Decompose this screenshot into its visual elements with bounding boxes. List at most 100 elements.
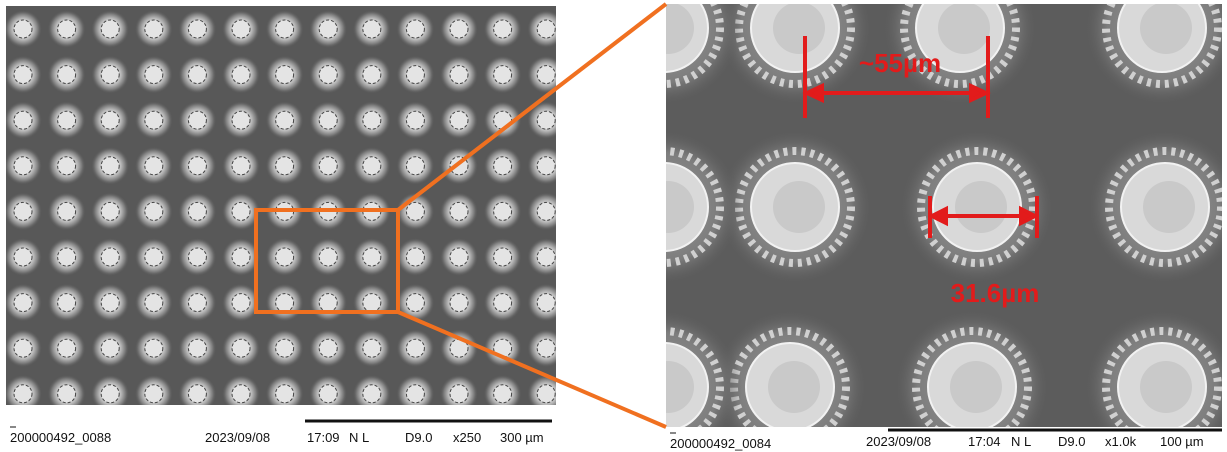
- dot-core: [363, 66, 381, 84]
- dot-core: [363, 385, 381, 403]
- dot-center: [773, 181, 825, 233]
- dot-core: [276, 248, 294, 266]
- dot-core: [58, 20, 76, 38]
- dot-core: [276, 66, 294, 84]
- dot-core: [232, 294, 250, 312]
- dot-core: [14, 202, 32, 220]
- dot-core: [450, 248, 468, 266]
- dot-core: [58, 66, 76, 84]
- dot-core: [363, 294, 381, 312]
- dot-core: [494, 385, 512, 403]
- dot-center: [642, 361, 694, 413]
- scale-label: 300 µm: [500, 430, 544, 445]
- dot-core: [101, 385, 119, 403]
- dot-core: [14, 20, 32, 38]
- dot-core: [232, 339, 250, 357]
- dot-core: [450, 66, 468, 84]
- dot-core: [406, 157, 424, 175]
- detector: D9.0: [1058, 434, 1085, 449]
- dot-core: [232, 157, 250, 175]
- dot-core: [494, 20, 512, 38]
- dot-core: [145, 294, 163, 312]
- dot-core: [101, 66, 119, 84]
- dot-core: [494, 157, 512, 175]
- dot-core: [319, 111, 337, 129]
- dot-center: [768, 361, 820, 413]
- dot-core: [14, 248, 32, 266]
- dot-core: [537, 66, 555, 84]
- scale-label: 100 µm: [1160, 434, 1204, 449]
- dot-core: [276, 20, 294, 38]
- dot-core: [14, 157, 32, 175]
- dot-core: [58, 111, 76, 129]
- dot-core: [58, 202, 76, 220]
- dot-core: [537, 111, 555, 129]
- detector: D9.0: [405, 430, 432, 445]
- dot-core: [276, 294, 294, 312]
- figure: ~55µm 31.6µm 200000492_0088 2023/09/08 1…: [0, 0, 1227, 452]
- dot-center: [1140, 2, 1192, 54]
- dot-center: [950, 361, 1002, 413]
- dot-core: [363, 20, 381, 38]
- dot-core: [276, 339, 294, 357]
- dot-core: [406, 202, 424, 220]
- dot-core: [14, 66, 32, 84]
- time: 17:04: [968, 434, 1001, 449]
- dot-core: [537, 294, 555, 312]
- dot-core: [188, 248, 206, 266]
- dot-core: [363, 157, 381, 175]
- dot-core: [188, 111, 206, 129]
- dot-core: [450, 385, 468, 403]
- dot-core: [319, 20, 337, 38]
- dot-core: [537, 20, 555, 38]
- dot-core: [232, 20, 250, 38]
- dot-core: [319, 66, 337, 84]
- dot-core: [406, 248, 424, 266]
- dot-core: [58, 385, 76, 403]
- dot-core: [188, 66, 206, 84]
- dot-core: [494, 294, 512, 312]
- date: 2023/09/08: [866, 434, 931, 449]
- dot-core: [232, 111, 250, 129]
- dot-center: [642, 181, 694, 233]
- dot-core: [276, 157, 294, 175]
- dot-core: [232, 66, 250, 84]
- dot-core: [537, 339, 555, 357]
- dot-core: [145, 385, 163, 403]
- magnification: x1.0k: [1105, 434, 1137, 449]
- dot-core: [58, 294, 76, 312]
- dot-core: [145, 248, 163, 266]
- dot-core: [232, 202, 250, 220]
- dot-core: [363, 111, 381, 129]
- dot-core: [58, 339, 76, 357]
- dot-core: [14, 294, 32, 312]
- dot-core: [406, 66, 424, 84]
- dot-core: [145, 157, 163, 175]
- dot-center: [955, 181, 1007, 233]
- dot-core: [406, 294, 424, 312]
- dot-core: [537, 157, 555, 175]
- dot-core: [319, 339, 337, 357]
- dot-center: [938, 2, 990, 54]
- dot-core: [101, 339, 119, 357]
- dot-core: [14, 385, 32, 403]
- dot-center: [1140, 361, 1192, 413]
- dot-core: [232, 385, 250, 403]
- dot-core: [101, 111, 119, 129]
- dot-core: [537, 248, 555, 266]
- dot-center: [642, 2, 694, 54]
- dot-core: [620, 343, 708, 431]
- dot-core: [101, 157, 119, 175]
- dot-center: [1143, 181, 1195, 233]
- dot-core: [406, 339, 424, 357]
- dot-core: [145, 202, 163, 220]
- dot-core: [145, 20, 163, 38]
- dot-core: [188, 157, 206, 175]
- dot-core: [58, 157, 76, 175]
- dot-core: [188, 294, 206, 312]
- dot-core: [188, 385, 206, 403]
- dot-core: [494, 248, 512, 266]
- dot-core: [58, 248, 76, 266]
- dot-core: [232, 248, 250, 266]
- dot-core: [450, 20, 468, 38]
